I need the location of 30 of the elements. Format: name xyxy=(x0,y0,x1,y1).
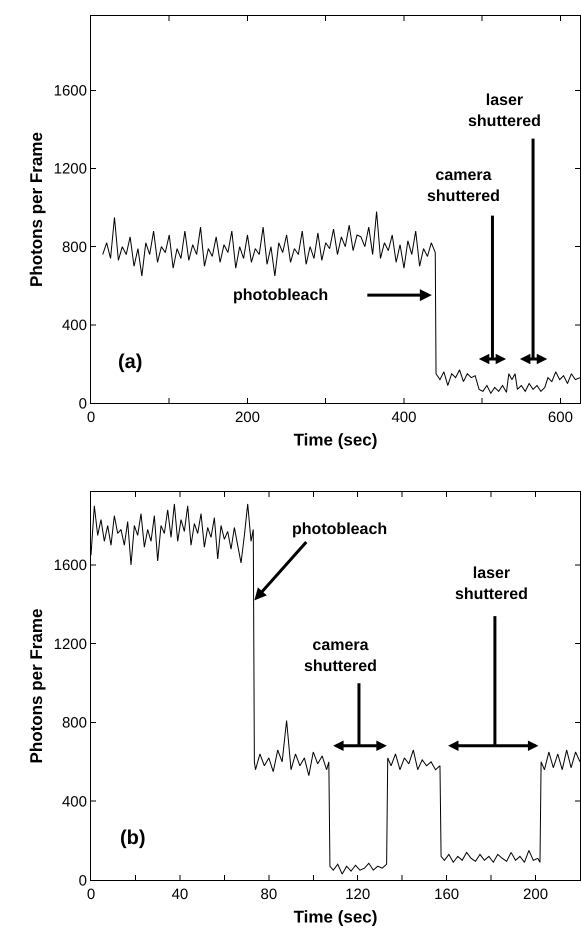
annotation: photobleach xyxy=(233,287,328,304)
x-tick-label: 200 xyxy=(523,886,548,903)
x-tick-label: 120 xyxy=(345,886,370,903)
y-tick-label: 0 xyxy=(78,872,87,890)
y-tick-label: 1600 xyxy=(54,82,87,100)
y-tick-label: 800 xyxy=(62,238,87,256)
x-tick-label: 80 xyxy=(260,886,278,903)
y-tick-label: 400 xyxy=(62,317,87,334)
x-tick-label: 600 xyxy=(548,409,573,426)
y-tick-label: 1200 xyxy=(54,636,87,653)
annotation: (b) xyxy=(120,827,146,849)
annotation: camera shuttered xyxy=(304,637,377,675)
y-tick-label: 800 xyxy=(62,714,87,732)
y-tick-label: 400 xyxy=(62,793,87,810)
x-tick-label: 400 xyxy=(391,409,416,426)
y-tick-label: 1200 xyxy=(54,160,87,178)
y-tick-label: 1600 xyxy=(54,557,87,574)
y-tick-label: 0 xyxy=(78,395,87,412)
x-axis-title: Time (sec) xyxy=(294,430,378,450)
x-tick-label: 160 xyxy=(434,886,460,903)
annotation: laser shuttered xyxy=(455,565,528,603)
x-tick-label: 200 xyxy=(234,409,260,426)
y-axis-title: Photons per Frame xyxy=(27,132,46,287)
annotation: photobleach xyxy=(292,521,388,538)
y-axis-title: Photons per Frame xyxy=(27,608,46,764)
annotation: camera shuttered xyxy=(427,167,500,205)
x-tick-label: 40 xyxy=(172,886,188,903)
x-axis-title: Time (sec) xyxy=(294,907,378,926)
annotation: laser shuttered xyxy=(468,92,541,130)
annotation: (a) xyxy=(118,351,142,373)
